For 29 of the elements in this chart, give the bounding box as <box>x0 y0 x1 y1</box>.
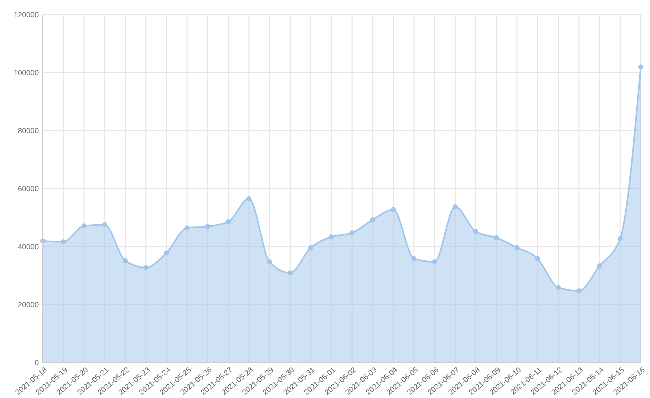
point <box>412 256 417 262</box>
point <box>82 224 87 229</box>
point <box>494 236 500 241</box>
point <box>226 220 232 225</box>
point <box>122 258 128 264</box>
point <box>432 260 438 265</box>
point <box>205 224 210 230</box>
point <box>102 222 108 228</box>
point <box>556 285 562 290</box>
point <box>144 265 149 270</box>
point <box>329 234 334 240</box>
point <box>288 270 293 276</box>
point <box>308 245 314 250</box>
point <box>267 260 272 265</box>
point <box>246 196 252 202</box>
point <box>164 250 170 256</box>
point <box>350 230 355 236</box>
point <box>618 236 623 242</box>
point <box>514 245 520 250</box>
point <box>576 288 582 294</box>
point <box>597 264 602 269</box>
point <box>370 218 376 223</box>
point <box>638 64 644 70</box>
point <box>391 207 396 212</box>
point <box>61 240 66 245</box>
point <box>184 226 190 231</box>
point <box>535 256 540 262</box>
point <box>474 229 479 234</box>
point <box>452 204 458 210</box>
